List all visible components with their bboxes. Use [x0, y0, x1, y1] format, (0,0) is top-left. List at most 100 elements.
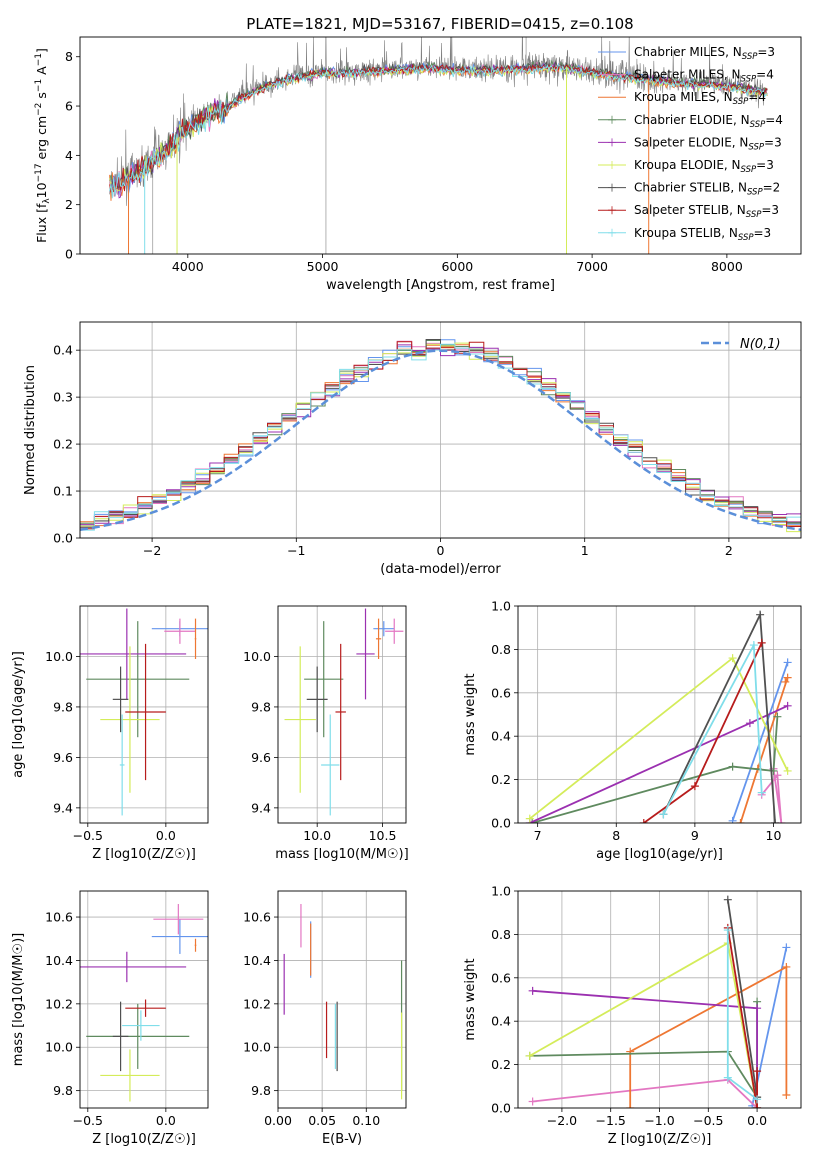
- y-tick-label: 10.4: [243, 953, 271, 968]
- x-tick-label: −0.5: [693, 1113, 723, 1128]
- errorbar-point: [112, 1001, 129, 1072]
- y-tick-label: 10.0: [243, 1040, 271, 1055]
- x-axis-label: wavelength [Angstrom, rest frame]: [326, 278, 555, 293]
- weight-marker: [771, 819, 780, 823]
- plot-area: [525, 895, 791, 1108]
- y-tick-label: 10.2: [243, 996, 271, 1011]
- errorbar-point: [100, 1049, 160, 1102]
- weight-marker: [756, 610, 765, 619]
- y-tick-label: 0.2: [491, 772, 511, 787]
- weight-marker: [736, 819, 745, 823]
- axes-frame: [79, 36, 802, 255]
- histogram-5: [80, 344, 801, 526]
- y-tick-label: 2: [65, 197, 73, 212]
- weight-marker: [783, 701, 792, 710]
- y-tick-label: 10.6: [45, 910, 73, 925]
- x-tick-label: 0.00: [264, 1113, 292, 1128]
- x-tick-label: −0.5: [73, 828, 103, 843]
- weight-line-3: [739, 677, 789, 823]
- x-tick-label: 5000: [307, 259, 339, 274]
- y-tick-label: 9.8: [53, 699, 73, 714]
- y-tick-label: 10.2: [45, 996, 73, 1011]
- errorbar-point: [304, 621, 344, 738]
- y-tick-label: 0.6: [491, 685, 511, 700]
- errorbar-point: [80, 951, 187, 983]
- y-tick-label: 9.6: [53, 750, 73, 765]
- legend-entry: Salpeter ELODIE, NSSP=3: [634, 135, 782, 152]
- weight-marker: [753, 1104, 762, 1108]
- x-tick-label: 1: [581, 543, 589, 558]
- x-tick-label: 4000: [172, 259, 204, 274]
- errorbar-point: [112, 666, 129, 733]
- chart-weight-vs-Z: −2.0 −1.5 −1.0 −0.5 0.0 0.0 0.2 0.4 0.6 0.8 1.0 Z […: [463, 884, 802, 1147]
- x-axis-label: Z [log10(Z/Z☉)]: [608, 1132, 712, 1147]
- weight-marker: [745, 719, 754, 728]
- weight-marker: [723, 895, 732, 904]
- y-tick-label: 0.4: [53, 343, 73, 358]
- y-tick-label: 0.1: [53, 484, 73, 499]
- errorbar-point: [125, 643, 166, 781]
- weight-marker: [723, 1073, 732, 1082]
- y-tick-label: 4: [65, 148, 73, 163]
- plot-area: [284, 608, 404, 816]
- weight-line-2: [760, 768, 783, 823]
- y-axis-label: Flux [fλ10−17 erg cm−2 s−1 A−1]: [34, 48, 52, 243]
- chart-age-vs-Z: −0.5 0.0 9.4 9.6 9.8 10.0 Z [log10(Z/Z☉)] age […: [11, 605, 209, 862]
- y-tick-label: 0.2: [491, 1057, 511, 1072]
- x-tick-label: −1: [287, 543, 305, 558]
- x-tick-label: 2: [725, 543, 733, 558]
- errorbar-point: [164, 618, 196, 644]
- y-tick-label: 9.4: [251, 800, 271, 815]
- errorbar-point: [284, 646, 316, 793]
- legend-entry: Chabrier STELIB, NSSP=2: [634, 181, 780, 198]
- y-tick-label: 0.4: [491, 1014, 511, 1029]
- chart-mass-vs-Z: −0.5 0.0 9.8 10.0 10.2 10.4 10.6 Z [log10(Z/Z☉)…: [11, 890, 209, 1147]
- chart-spectrum: 4000 5000 6000 7000 8000 0 2 4 6 8 wavelength [Ang…: [34, 36, 802, 293]
- x-tick-label: 7000: [576, 259, 608, 274]
- x-tick-label: −0.5: [73, 1113, 103, 1128]
- weight-marker: [723, 926, 732, 935]
- plot-area: [80, 339, 801, 533]
- x-axis-label: Z [log10(Z/Z☉)]: [92, 847, 196, 862]
- weight-marker: [753, 1095, 762, 1104]
- plot-area: [80, 904, 208, 1102]
- weight-marker: [639, 819, 648, 823]
- axes-frame: [79, 605, 209, 824]
- x-axis-label: age [log10(age/yr)]: [596, 847, 723, 862]
- weight-marker: [753, 1067, 762, 1076]
- axes-frame: [517, 605, 802, 824]
- axes-frame: [517, 890, 802, 1109]
- histogram-9: [80, 343, 801, 531]
- weight-marker: [783, 673, 792, 682]
- axes-frame: [79, 890, 209, 1109]
- y-tick-label: 1.0: [491, 599, 511, 614]
- y-tick-label: 8: [65, 49, 73, 64]
- errorbar-point: [321, 714, 340, 816]
- x-tick-label: 10: [766, 828, 782, 843]
- legend-marker: [608, 115, 616, 124]
- y-tick-label: 10.0: [45, 649, 73, 664]
- weight-marker: [528, 819, 537, 823]
- figure-title: PLATE=1821, MJD=53167, FIBERID=0415, z=0…: [246, 15, 633, 33]
- weight-line-1: [731, 662, 789, 822]
- gaussian-curve: [80, 349, 801, 532]
- x-tick-label: 9: [691, 828, 699, 843]
- x-tick-label: −2: [143, 543, 161, 558]
- x-tick-label: 7: [534, 828, 542, 843]
- y-tick-label: 9.8: [53, 1083, 73, 1098]
- y-tick-label: 9.8: [251, 1083, 271, 1098]
- weight-marker: [757, 638, 766, 647]
- errorbar-point: [86, 621, 190, 738]
- x-tick-label: 0.05: [308, 1113, 336, 1128]
- y-tick-label: 9.4: [53, 800, 73, 815]
- y-tick-label: 0.8: [491, 642, 511, 657]
- x-tick-label: 6000: [441, 259, 473, 274]
- legend-marker: [608, 161, 616, 169]
- errorbar-point: [100, 646, 160, 793]
- errorbar-point: [151, 919, 208, 954]
- errorbar-point: [86, 1003, 190, 1069]
- weight-marker: [528, 986, 537, 995]
- weight-marker: [659, 810, 668, 819]
- weight-marker: [525, 1051, 534, 1060]
